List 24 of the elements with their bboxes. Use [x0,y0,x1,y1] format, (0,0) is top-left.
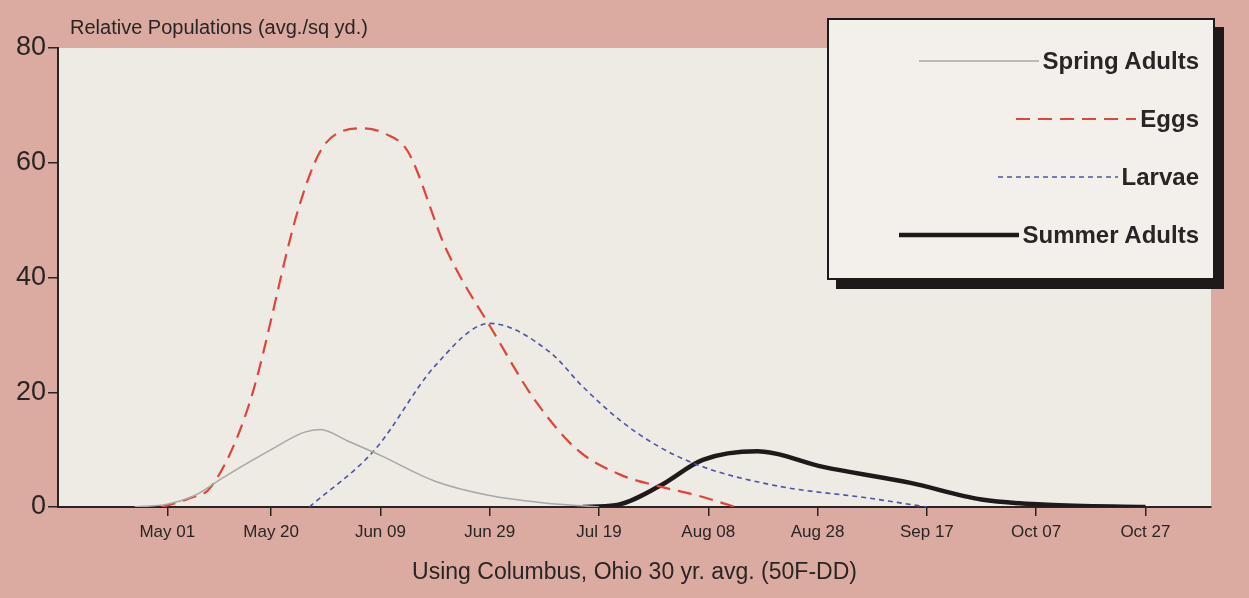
y-tick-label: 40 [15,260,47,291]
y-tick-label: 80 [15,31,47,62]
y-tick-label: 20 [15,375,47,406]
legend-label: Eggs [1140,105,1199,133]
x-tick-label: Oct 07 [1011,521,1062,541]
x-tick-label: Jul 19 [576,521,622,541]
y-tick-label: 0 [31,490,47,521]
line-series [308,322,928,507]
x-tick-label: Sep 17 [899,521,954,541]
x-tick-label: Oct 27 [1120,521,1171,541]
legend-label: Summer Adults [1022,221,1199,249]
x-tick-label: May 20 [243,521,300,541]
legend-label: Spring Adults [1042,47,1199,75]
line-series [133,428,600,507]
x-tick-label: Aug 28 [790,521,845,541]
x-tick-label: Aug 08 [681,521,736,541]
x-tick-label: May 01 [139,521,196,541]
x-tick-label: Jun 09 [354,521,406,541]
x-tick-label: Jun 29 [464,521,516,541]
x-axis-title: Using Columbus, Ohio 30 yr. avg. (50F-DD) [412,557,857,584]
y-axis-title: Relative Populations (avg./sq yd.) [70,16,368,38]
y-tick-label: 60 [15,146,47,177]
line-series [160,127,737,507]
legend-label: Larvae [1121,163,1199,191]
